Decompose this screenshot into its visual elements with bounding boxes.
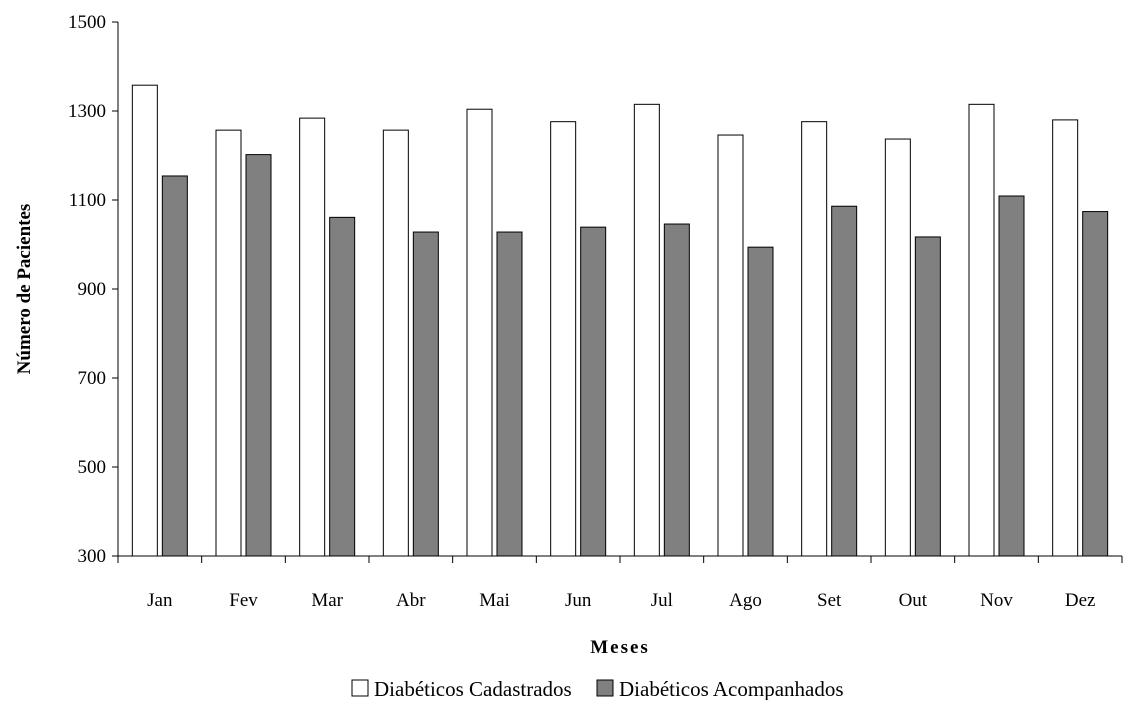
x-axis-title: Meses bbox=[590, 637, 650, 658]
legend-swatch bbox=[351, 679, 369, 697]
y-axis-title: Número de Pacientes bbox=[14, 204, 35, 375]
bar-cadastrados-mar bbox=[299, 117, 326, 557]
bar-acompanhados-jul bbox=[663, 223, 690, 557]
legend-label: Diabéticos Acompanhados bbox=[619, 677, 844, 700]
x-tick-label-dez: Dez bbox=[1065, 590, 1096, 611]
x-tick-label-abr: Abr bbox=[396, 590, 426, 611]
bar-acompanhados-set bbox=[831, 205, 858, 557]
legend-swatch bbox=[596, 679, 614, 697]
bar-cadastrados-jun bbox=[550, 121, 577, 557]
bar-acompanhados-jun bbox=[580, 226, 607, 557]
y-tick-label: 700 bbox=[78, 368, 107, 389]
bar-cadastrados-ago bbox=[717, 134, 744, 557]
bar-acompanhados-mar bbox=[329, 216, 356, 557]
plot-area bbox=[131, 84, 1109, 557]
legend-label: Diabéticos Cadastrados bbox=[374, 677, 572, 700]
x-tick-label-mar: Mar bbox=[311, 590, 343, 611]
x-tick-label-jan: Jan bbox=[147, 590, 173, 611]
y-tick-label: 900 bbox=[78, 279, 107, 300]
bar-cadastrados-mai bbox=[466, 108, 493, 557]
y-tick-label: 300 bbox=[78, 546, 107, 567]
bar-acompanhados-ago bbox=[747, 246, 774, 557]
y-tick-label: 1500 bbox=[68, 12, 106, 33]
bar-cadastrados-dez bbox=[1052, 119, 1079, 557]
bar-cadastrados-out bbox=[884, 138, 911, 557]
bar-cadastrados-nov bbox=[968, 103, 995, 557]
x-tick-label-ago: Ago bbox=[729, 590, 762, 611]
x-tick-label-out: Out bbox=[899, 590, 928, 611]
x-tick-label-jul: Jul bbox=[651, 590, 673, 611]
bar-acompanhados-abr bbox=[412, 231, 439, 557]
bar-acompanhados-out bbox=[914, 236, 941, 557]
axes: 1500 1300 1100 900 700 500 300 Jan Fev Mar Abr Mai J… bbox=[68, 12, 1123, 611]
bar-cadastrados-abr bbox=[382, 129, 409, 557]
legend-item-cadastrados: Diabéticos Cadastrados bbox=[351, 677, 572, 701]
bar-acompanhados-fev bbox=[245, 154, 272, 557]
y-tick-label: 1100 bbox=[69, 190, 106, 211]
x-tick-label-jun: Jun bbox=[565, 590, 592, 611]
bar-cadastrados-jan bbox=[131, 84, 158, 557]
legend-item-acompanhados: Diabéticos Acompanhados bbox=[596, 677, 844, 701]
y-tick-label: 500 bbox=[78, 457, 107, 478]
legend: Diabéticos Cadastrados Diabéticos Acompan… bbox=[351, 677, 844, 701]
x-tick-label-nov: Nov bbox=[980, 590, 1013, 611]
bar-cadastrados-jul bbox=[633, 103, 660, 557]
x-tick-label-set: Set bbox=[817, 590, 842, 611]
bar-acompanhados-jan bbox=[161, 175, 188, 557]
bar-acompanhados-dez bbox=[1082, 211, 1109, 557]
bar-acompanhados-nov bbox=[998, 195, 1025, 557]
y-tick-label: 1300 bbox=[68, 101, 106, 122]
bar-acompanhados-mai bbox=[496, 231, 523, 557]
x-tick-label-fev: Fev bbox=[229, 590, 258, 611]
bar-cadastrados-fev bbox=[215, 129, 242, 557]
bar-cadastrados-set bbox=[801, 121, 828, 557]
x-tick-label-mai: Mai bbox=[479, 590, 510, 611]
